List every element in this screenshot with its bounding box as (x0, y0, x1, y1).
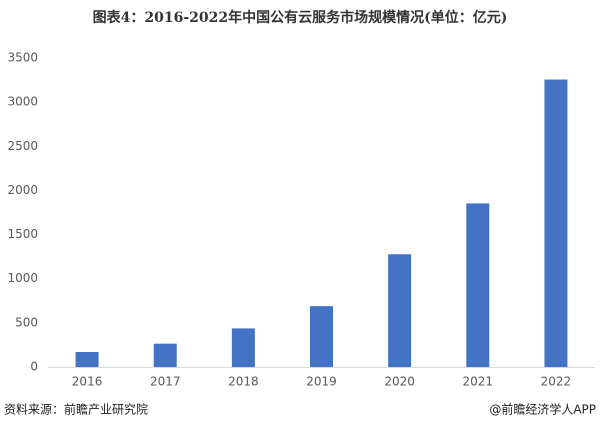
x-tick-label: 2018 (228, 375, 259, 389)
bar (388, 254, 412, 367)
source-note: 资料来源：前瞻产业研究院 (4, 402, 148, 417)
x-tick-label: 2020 (384, 375, 415, 389)
x-tick-label: 2017 (150, 375, 181, 389)
x-tick-label: 2022 (541, 375, 572, 389)
x-tick-label: 2021 (463, 375, 494, 389)
bar (153, 343, 177, 367)
y-tick-label: 2000 (7, 183, 38, 197)
y-tick-label: 500 (15, 315, 38, 329)
x-tick-label: 2019 (306, 375, 337, 389)
y-tick-label: 1500 (7, 227, 38, 241)
y-tick-label: 2500 (7, 139, 38, 153)
x-tick-label: 2016 (72, 375, 103, 389)
bar (310, 306, 333, 367)
bar (231, 328, 255, 367)
bar (544, 79, 568, 367)
y-tick-label: 3500 (7, 51, 38, 65)
y-tick-label: 1000 (7, 271, 38, 285)
y-tick-label: 3000 (7, 95, 38, 109)
chart-title: 图表4：2016-2022年中国公有云服务市场规模情况(单位：亿元) (93, 9, 508, 26)
bar (466, 203, 490, 367)
credit: @前瞻经济学人APP (489, 402, 596, 417)
y-tick-label: 0 (30, 360, 38, 374)
bar (75, 351, 99, 367)
